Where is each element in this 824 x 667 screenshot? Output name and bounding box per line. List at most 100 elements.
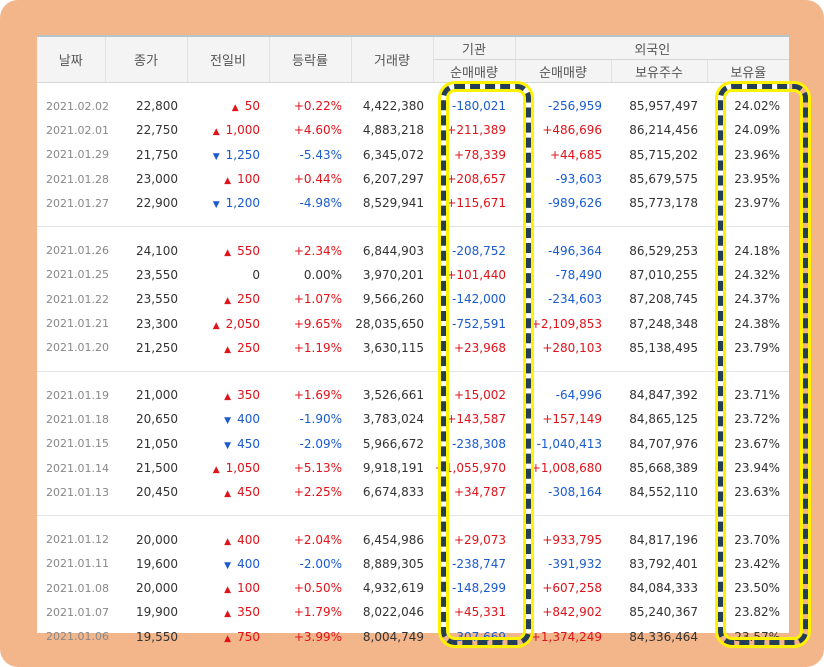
table-body: 2021.02.02 22,800 ▲ 50 +0.22% 4,422,380 -180,0… <box>37 83 790 649</box>
cell-rate: +1.07% <box>293 292 342 307</box>
cell-close: 21,250 <box>136 340 178 355</box>
cell-foreign-net: -989,626 <box>548 196 602 211</box>
diff-value: 250 <box>237 340 260 355</box>
cell-diff: ▲ 1,050 <box>187 456 269 480</box>
cell-rate: +1.19% <box>293 340 342 355</box>
cell-foreign-net: +2,109,853 <box>530 316 602 331</box>
diff-value: 550 <box>237 243 260 258</box>
cell-date: 2021.01.22 <box>46 292 109 306</box>
cell-volume: 9,566,260 <box>362 292 424 307</box>
cell-foreign-ratio: 23.79% <box>734 340 781 355</box>
diff-value: 50 <box>244 99 260 114</box>
cell-diff: ▲ 400 <box>187 527 269 551</box>
table-row: 2021.01.06 19,550 ▲ 750 +3.99% 8,004,749 -307,… <box>37 625 789 649</box>
diff-value: 400 <box>237 556 260 571</box>
cell-foreign-ratio: 23.70% <box>734 532 781 547</box>
cell-volume: 5,966,672 <box>362 436 424 451</box>
cell-foreign-ratio: 24.18% <box>734 243 781 258</box>
cell-inst-net: +34,787 <box>453 485 506 500</box>
cell-foreign-ratio: 23.97% <box>734 196 781 211</box>
up-triangle-icon: ▲ <box>212 320 220 331</box>
cell-inst-net: -148,299 <box>452 581 506 596</box>
cell-diff: ▲ 100 <box>187 167 269 191</box>
cell-foreign-hold: 85,138,495 <box>629 340 698 355</box>
cell-rate: +1.79% <box>293 605 342 620</box>
cell-inst-net: -752,591 <box>452 316 506 331</box>
group-separator <box>37 371 790 372</box>
cell-date: 2021.01.26 <box>46 244 109 258</box>
cell-volume: 3,783,024 <box>362 412 424 427</box>
diff-value: 1,000 <box>225 123 260 138</box>
diff-value: 400 <box>237 532 260 547</box>
cell-foreign-net: -496,364 <box>548 243 602 258</box>
cell-inst-net: +78,339 <box>453 147 506 162</box>
cell-close: 21,050 <box>136 436 178 451</box>
cell-close: 22,750 <box>136 123 178 138</box>
cell-inst-net: +208,657 <box>446 172 506 187</box>
table-row: 2021.01.15 21,050 ▼ 450 -2.09% 5,966,672 -238,… <box>37 432 789 456</box>
cell-volume: 8,529,941 <box>362 196 424 211</box>
cell-close: 22,800 <box>136 99 178 114</box>
cell-foreign-ratio: 23.72% <box>734 412 781 427</box>
cell-diff: ▲ 750 <box>187 625 269 649</box>
down-triangle-icon: ▼ <box>224 416 232 427</box>
cell-inst-net: +101,440 <box>446 267 506 282</box>
table-row: 2021.01.14 21,500 ▲ 1,050 +5.13% 9,918,191 +1,… <box>37 456 789 480</box>
cell-diff: ▲ 250 <box>187 287 269 311</box>
table-row: 2021.01.22 23,550 ▲ 250 +1.07% 9,566,260 -142,… <box>37 287 789 311</box>
cell-foreign-hold: 87,208,745 <box>629 292 698 307</box>
row-spacer <box>37 83 789 95</box>
cell-inst-net: -238,747 <box>452 556 506 571</box>
cell-diff: ▲ 350 <box>187 600 269 624</box>
cell-diff: ▲ 50 <box>187 94 269 118</box>
cell-diff: ▼ 1,200 <box>187 191 269 215</box>
row-spacer <box>37 227 789 238</box>
up-triangle-icon: ▲ <box>224 536 232 547</box>
cell-inst-net: +115,671 <box>446 196 506 211</box>
cell-foreign-hold: 85,668,389 <box>629 461 698 475</box>
cell-volume: 8,889,305 <box>362 556 424 571</box>
header-inst-net: 순매매량 <box>432 59 515 83</box>
down-triangle-icon: ▼ <box>212 151 220 162</box>
diff-value: 350 <box>237 605 260 620</box>
cell-inst-net: +29,073 <box>453 532 506 547</box>
cell-foreign-ratio: 23.95% <box>734 172 781 187</box>
cell-rate: +3.99% <box>293 629 342 644</box>
daily-trading-table: 날짜 종가 전일비 등락률 거래량 기관 외국인 순매매량 순매매량 보유주수 … <box>37 35 790 649</box>
up-triangle-icon: ▲ <box>224 296 232 307</box>
up-triangle-icon: ▲ <box>224 633 232 644</box>
cell-rate: +0.50% <box>293 581 342 596</box>
cell-volume: 6,454,986 <box>362 532 424 547</box>
cell-foreign-hold: 87,248,348 <box>629 316 698 331</box>
cell-inst-net: -180,021 <box>452 99 506 114</box>
cell-rate: +0.22% <box>293 99 342 114</box>
diff-value: 1,050 <box>225 461 260 475</box>
foreign-ratio-column-highlight <box>718 84 808 645</box>
diff-value: 100 <box>237 581 260 596</box>
cell-date: 2021.01.13 <box>46 485 109 499</box>
down-triangle-icon: ▼ <box>224 440 232 451</box>
cell-inst-net: +23,968 <box>453 340 506 355</box>
cell-diff: ▼ 1,250 <box>187 143 269 167</box>
header-date: 날짜 <box>37 35 106 83</box>
diff-value: 450 <box>237 485 260 500</box>
cell-foreign-ratio: 24.32% <box>734 267 781 282</box>
cell-inst-net: -142,000 <box>452 292 506 307</box>
cell-foreign-net: -1,040,413 <box>536 436 602 451</box>
cell-date: 2021.01.11 <box>46 557 109 571</box>
cell-foreign-hold: 86,214,456 <box>629 123 698 138</box>
table-row: 2021.01.07 19,900 ▲ 350 +1.79% 8,022,046 +45,3… <box>37 600 789 624</box>
cell-foreign-net: +280,103 <box>542 340 602 355</box>
diff-value: 400 <box>237 412 260 427</box>
cell-foreign-net: +607,258 <box>542 581 602 596</box>
cell-date: 2021.01.15 <box>46 437 109 451</box>
up-triangle-icon: ▲ <box>212 465 220 475</box>
cell-diff: ▼ 400 <box>187 552 269 576</box>
cell-rate: -1.90% <box>299 412 342 427</box>
up-triangle-icon: ▲ <box>224 392 232 403</box>
cell-foreign-net: -78,490 <box>555 267 602 282</box>
up-triangle-icon: ▲ <box>224 247 232 258</box>
cell-foreign-net: +1,374,249 <box>530 629 602 644</box>
row-spacer <box>37 215 789 227</box>
stock-table-panel: 날짜 종가 전일비 등락률 거래량 기관 외국인 순매매량 순매매량 보유주수 … <box>37 35 790 644</box>
